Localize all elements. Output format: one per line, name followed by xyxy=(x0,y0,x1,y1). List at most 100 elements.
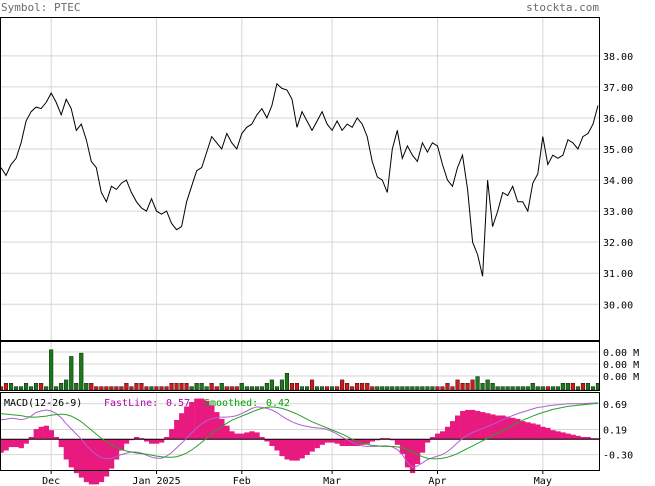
macd-hist-bar xyxy=(58,439,64,448)
macd-hist-bar xyxy=(184,406,190,440)
macd-hist-bar xyxy=(560,432,566,440)
volume-bar xyxy=(224,386,229,391)
volume-bar xyxy=(350,386,355,391)
macd-tick-label: 0.19 xyxy=(603,425,627,436)
macd-hist-bar xyxy=(134,437,140,440)
macd-hist-bar xyxy=(465,409,471,440)
macd-hist-bar xyxy=(565,433,571,440)
volume-bar xyxy=(495,386,500,391)
macd-hist-bar xyxy=(339,439,345,446)
volume-bar xyxy=(254,386,259,391)
macd-hist-bar xyxy=(419,439,426,453)
volume-bar xyxy=(415,386,420,391)
x-axis: Dec Jan 2025 Feb Mar Apr May xyxy=(42,470,552,486)
volume-bar xyxy=(565,383,570,391)
macd-hist-bar xyxy=(244,432,250,440)
volume-bar xyxy=(124,383,129,391)
volume-bar xyxy=(370,386,375,391)
macd-hist-bar xyxy=(354,439,360,446)
macd-hist-bar xyxy=(525,422,531,440)
volume-bar xyxy=(139,383,144,391)
volume-bar xyxy=(194,383,199,391)
volume-bar xyxy=(34,383,39,391)
macd-hist-bar xyxy=(314,439,320,449)
price-panel: 30.00 31.00 32.00 33.00 34.00 35.00 36.00 37.00… xyxy=(0,17,633,341)
macd-hist-bar xyxy=(294,439,300,461)
macd-hist-bar xyxy=(234,433,240,440)
macd-hist-bar xyxy=(429,437,436,440)
macd-hist-bar xyxy=(174,420,180,440)
volume-bar xyxy=(49,349,54,391)
macd-hist-bar xyxy=(289,439,295,461)
volume-bar xyxy=(64,379,69,391)
price-line xyxy=(0,82,599,277)
volume-bar xyxy=(144,386,149,391)
volume-bar xyxy=(335,386,340,391)
x-tick-label: Jan 2025 xyxy=(132,476,180,486)
volume-bar xyxy=(380,386,385,391)
macd-hist-bar xyxy=(88,439,95,485)
volume-bar xyxy=(410,386,415,391)
volume-panel: 0.00 M0.00 M0.00 M xyxy=(0,341,639,391)
macd-hist-bar xyxy=(93,439,100,485)
volume-bar xyxy=(450,386,455,391)
volume-bar xyxy=(355,383,360,391)
macd-hist-bar xyxy=(189,402,195,440)
volume-bar xyxy=(89,383,94,391)
macd-hist-bar xyxy=(470,409,476,440)
macd-hist-bar xyxy=(460,411,466,440)
macd-hist-bar xyxy=(409,439,416,474)
macd-hist-bar xyxy=(274,439,280,451)
macd-hist-bar xyxy=(304,439,310,455)
macd-hist-bar xyxy=(139,438,145,440)
price-tick-label: 36.00 xyxy=(603,114,633,125)
macd-hist-bar xyxy=(214,412,220,440)
volume-bar xyxy=(119,386,124,391)
price-tick-label: 35.00 xyxy=(603,145,633,156)
volume-bar xyxy=(284,373,290,391)
volume-bar xyxy=(154,386,159,391)
volume-bar xyxy=(555,386,560,391)
volume-bar xyxy=(435,386,440,391)
price-tick-label: 30.00 xyxy=(603,300,633,311)
macd-hist-bar xyxy=(389,439,396,441)
volume-bar xyxy=(420,386,425,391)
macd-hist-bar xyxy=(154,439,160,444)
macd-hist-bar xyxy=(118,439,125,451)
macd-hist-bar xyxy=(98,439,105,483)
volume-bar xyxy=(179,383,184,391)
volume-bar xyxy=(530,383,535,391)
volume-bar xyxy=(259,386,264,391)
macd-hist-bar xyxy=(440,431,446,440)
volume-bar xyxy=(365,383,370,391)
volume-bar xyxy=(330,386,335,391)
macd-hist-bar xyxy=(199,398,205,440)
volume-bar xyxy=(239,383,244,391)
macd-hist-bar xyxy=(590,438,596,440)
price-tick-label: 37.00 xyxy=(603,83,633,94)
macd-hist-bar xyxy=(359,439,365,445)
volume-bar xyxy=(455,379,460,391)
smoothed-value: 0.42 xyxy=(266,398,290,409)
macd-hist-bar xyxy=(329,439,335,443)
macd-hist-bar xyxy=(113,439,120,460)
volume-bar xyxy=(305,386,310,391)
volume-bar xyxy=(204,386,209,391)
macd-hist-bar xyxy=(455,415,461,440)
x-tick-label: Dec xyxy=(42,476,60,486)
volume-bar xyxy=(199,383,204,391)
volume-bar xyxy=(174,383,179,391)
macd-hist-bar xyxy=(53,437,59,440)
macd-hist-bar xyxy=(585,437,591,440)
fast-value: 0.57 xyxy=(166,398,190,409)
macd-tick-label: -0.30 xyxy=(603,451,633,462)
volume-bar xyxy=(249,386,254,391)
volume-bar xyxy=(189,386,194,391)
volume-bar xyxy=(234,386,239,391)
volume-bar xyxy=(390,386,395,391)
macd-fast-line xyxy=(0,402,599,468)
macd-hist-bar xyxy=(239,433,245,440)
macd-hist-bar xyxy=(445,426,451,440)
macd-hist-bar xyxy=(394,439,401,445)
volume-bar xyxy=(3,383,8,391)
